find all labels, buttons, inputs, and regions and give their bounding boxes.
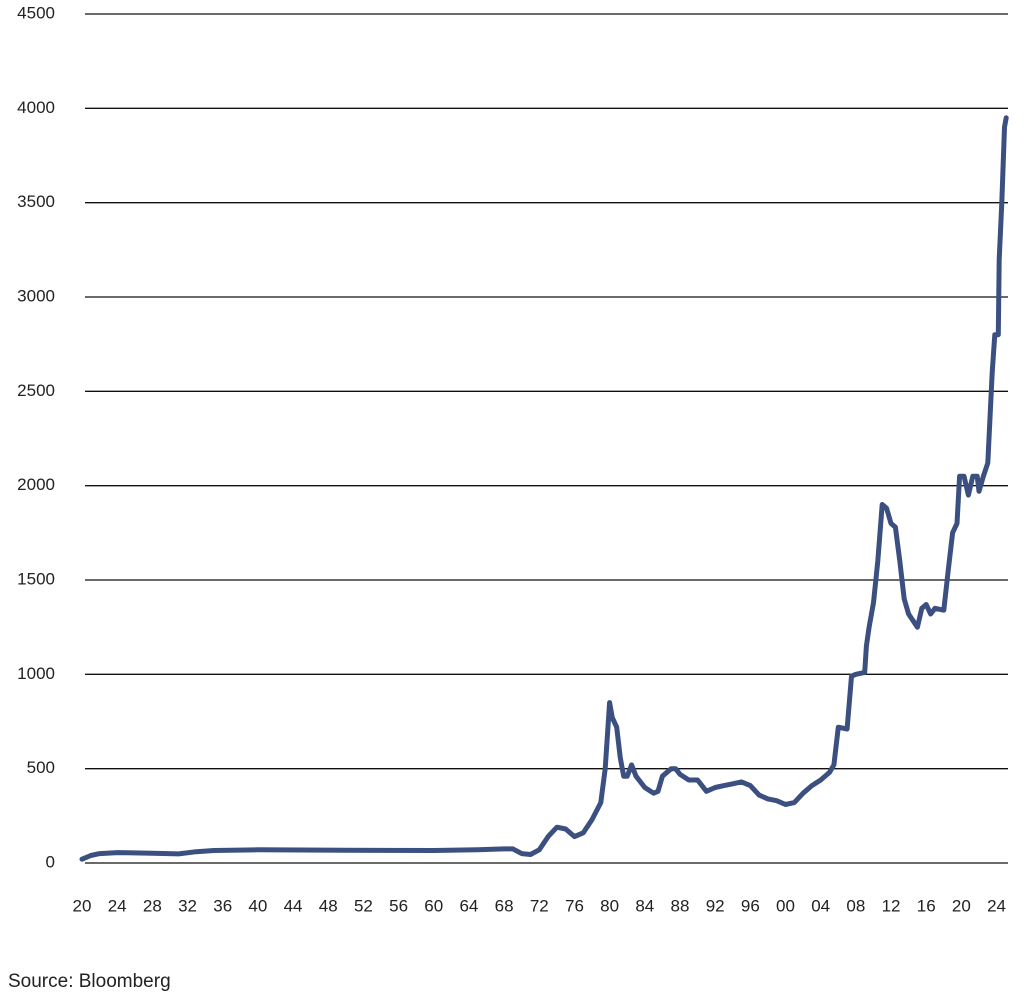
- x-tick-label: 20: [952, 896, 971, 915]
- x-tick-label: 36: [213, 896, 232, 915]
- x-tick-label: 32: [178, 896, 197, 915]
- x-tick-label: 00: [776, 896, 795, 915]
- y-tick-label: 4000: [17, 98, 55, 117]
- x-tick-label: 88: [671, 896, 690, 915]
- x-tick-label: 16: [917, 896, 936, 915]
- x-tick-label: 72: [530, 896, 549, 915]
- y-tick-label: 2500: [17, 381, 55, 400]
- x-tick-label: 60: [424, 896, 443, 915]
- x-tick-label: 12: [882, 896, 901, 915]
- x-tick-label: 92: [706, 896, 725, 915]
- x-tick-label: 76: [565, 896, 584, 915]
- y-tick-label: 3500: [17, 192, 55, 211]
- y-tick-label: 1500: [17, 569, 55, 588]
- x-tick-label: 80: [600, 896, 619, 915]
- x-tick-label: 52: [354, 896, 373, 915]
- x-tick-label: 64: [459, 896, 478, 915]
- y-tick-label: 1000: [17, 664, 55, 683]
- x-tick-label: 08: [846, 896, 865, 915]
- x-tick-label: 68: [495, 896, 514, 915]
- y-tick-label: 3000: [17, 286, 55, 305]
- x-tick-label: 24: [987, 896, 1006, 915]
- y-tick-label: 0: [46, 852, 55, 871]
- y-tick-label: 2000: [17, 475, 55, 494]
- x-tick-label: 04: [811, 896, 830, 915]
- price-line: [79, 115, 1009, 862]
- x-tick-label: 48: [319, 896, 338, 915]
- source-note: Source: Bloomberg: [8, 971, 171, 992]
- y-tick-label: 500: [27, 758, 55, 777]
- x-tick-label: 40: [248, 896, 267, 915]
- x-tick-label: 56: [389, 896, 408, 915]
- y-tick-label: 4500: [17, 3, 55, 22]
- x-tick-label: 24: [108, 896, 127, 915]
- x-tick-label: 96: [741, 896, 760, 915]
- x-tick-label: 20: [73, 896, 92, 915]
- x-tick-label: 84: [635, 896, 654, 915]
- x-tick-label: 44: [284, 896, 303, 915]
- x-tick-label: 28: [143, 896, 162, 915]
